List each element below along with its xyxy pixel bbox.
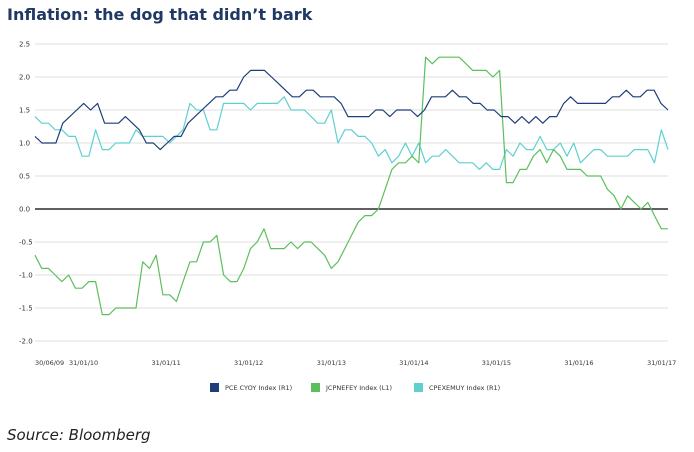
y-tick-label: 2.5 <box>19 41 30 49</box>
legend-label-cpexemuy: CPEXEMUY Index (R1) <box>429 383 501 392</box>
y-tick-label: 2.0 <box>19 74 30 82</box>
x-tick-label: 31/01/16 <box>564 359 593 367</box>
jcpnefey-line <box>34 56 668 316</box>
legend-label-jcpnefey: JCPNEFEY Index (L1) <box>326 383 393 392</box>
x-tick-label: 31/01/13 <box>317 359 346 367</box>
x-tick-label: 31/01/14 <box>399 359 428 367</box>
legend-swatch-jcpnefey <box>311 383 320 392</box>
x-tick-label: 31/01/11 <box>152 359 181 367</box>
x-tick-label: 31/01/10 <box>69 359 98 367</box>
source-note: Source: Bloomberg <box>7 426 151 444</box>
page-title: Inflation: the dog that didn’t bark <box>7 5 313 24</box>
y-tick-label: -1.5 <box>19 305 33 313</box>
y-tick-label: -2.0 <box>19 338 33 346</box>
y-tick-label: 1.5 <box>19 107 30 115</box>
y-tick-label: 0.5 <box>19 173 30 181</box>
x-tick-label: 30/06/09 <box>35 359 64 367</box>
y-tick-label: -1.0 <box>19 272 33 280</box>
x-axis-ticks: 30/06/09 31/01/10 31/01/11 31/01/12 31/01/13… <box>35 359 676 367</box>
pce-cyoy-line <box>34 69 669 151</box>
legend-swatch-pce <box>210 383 219 392</box>
legend-label-pce: PCE CYOY Index (R1) <box>225 383 293 392</box>
y-axis-ticks: 2.5 2.0 1.5 1.0 0.5 0.0 -0.5 -1.0 -1.5 -2.0 <box>19 41 33 346</box>
y-tick-label: 0.0 <box>19 206 30 214</box>
legend-swatch-cpexemuy <box>414 383 423 392</box>
legend-item-cpexemuy: CPEXEMUY Index (R1) <box>414 383 500 392</box>
x-tick-label: 31/01/17 <box>647 359 676 367</box>
y-tick-label: 1.0 <box>19 140 30 148</box>
x-tick-label: 31/01/15 <box>482 359 511 367</box>
legend-item-pce: PCE CYOY Index (R1) <box>210 383 292 392</box>
cpexemuy-line <box>34 96 669 170</box>
grid-layer <box>35 43 668 342</box>
legend: PCE CYOY Index (R1) JCPNEFEY Index (L1) … <box>0 383 694 399</box>
series-layer <box>34 56 669 316</box>
legend-item-jcpnefey: JCPNEFEY Index (L1) <box>311 383 392 392</box>
x-tick-label: 31/01/12 <box>234 359 263 367</box>
y-tick-label: -0.5 <box>19 239 33 247</box>
